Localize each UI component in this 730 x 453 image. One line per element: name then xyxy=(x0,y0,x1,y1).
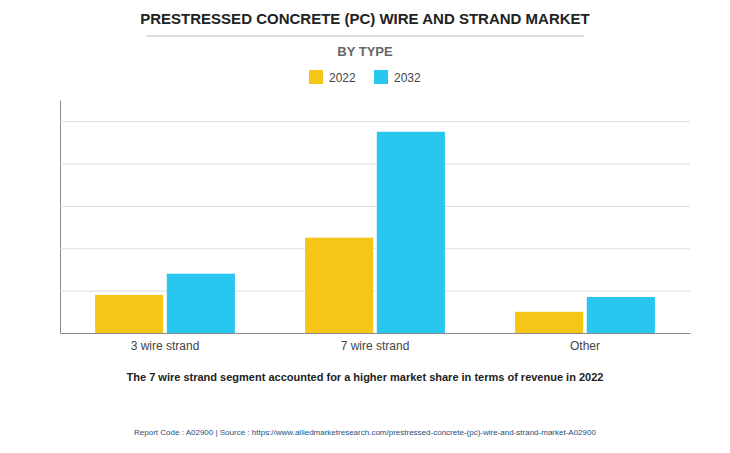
legend-swatch xyxy=(309,70,323,84)
x-tick: 7 wire strand xyxy=(341,333,410,353)
grid-line xyxy=(60,164,690,165)
x-tick: 3 wire strand xyxy=(131,333,200,353)
page: {"chart_data": {"type": "bar", "title": … xyxy=(0,0,730,453)
bar xyxy=(515,312,583,333)
legend-label: 2032 xyxy=(394,71,421,85)
y-tick xyxy=(60,164,690,165)
x-tick: Other xyxy=(570,333,600,353)
x-tick-label: Other xyxy=(570,339,600,353)
subtitle: BY TYPE xyxy=(337,44,393,59)
legend-swatch xyxy=(374,70,388,84)
source-note: Report Code : A02900 | Source : https://… xyxy=(134,428,596,437)
bar xyxy=(377,132,445,333)
grid-line xyxy=(60,291,690,292)
bar xyxy=(305,238,373,333)
x-axis: 3 wire strand 7 wire strand Other xyxy=(61,333,691,353)
y-axis-line xyxy=(60,101,61,334)
grid-line xyxy=(60,121,690,122)
y-axis xyxy=(60,101,690,334)
grid-line xyxy=(60,206,690,207)
bar xyxy=(167,274,235,333)
chart: PRESTRESSED CONCRETE (PC) WIRE AND STRAN… xyxy=(0,0,730,453)
x-tick-label: 3 wire strand xyxy=(131,339,200,353)
y-tick xyxy=(60,248,690,249)
y-tick xyxy=(60,206,690,207)
y-tick xyxy=(60,333,690,334)
plot: 3 wire strand 7 wire strand Other xyxy=(60,101,691,353)
title: PRESTRESSED CONCRETE (PC) WIRE AND STRAN… xyxy=(140,10,589,27)
legend: 2022 2032 xyxy=(309,70,421,85)
bar xyxy=(95,295,163,333)
legend-item: 2022 xyxy=(309,70,356,85)
y-tick xyxy=(60,121,690,122)
grid-line xyxy=(60,333,690,334)
legend-label: 2022 xyxy=(329,71,356,85)
bar xyxy=(587,297,655,333)
x-axis-line xyxy=(61,333,691,334)
y-tick xyxy=(60,291,690,292)
x-tick-label: 7 wire strand xyxy=(341,339,410,353)
legend-item: 2032 xyxy=(374,70,421,85)
title-rule xyxy=(146,36,584,37)
bars xyxy=(95,132,655,333)
footnote: The 7 wire strand segment accounted for … xyxy=(127,371,604,383)
grid-line xyxy=(60,248,690,249)
